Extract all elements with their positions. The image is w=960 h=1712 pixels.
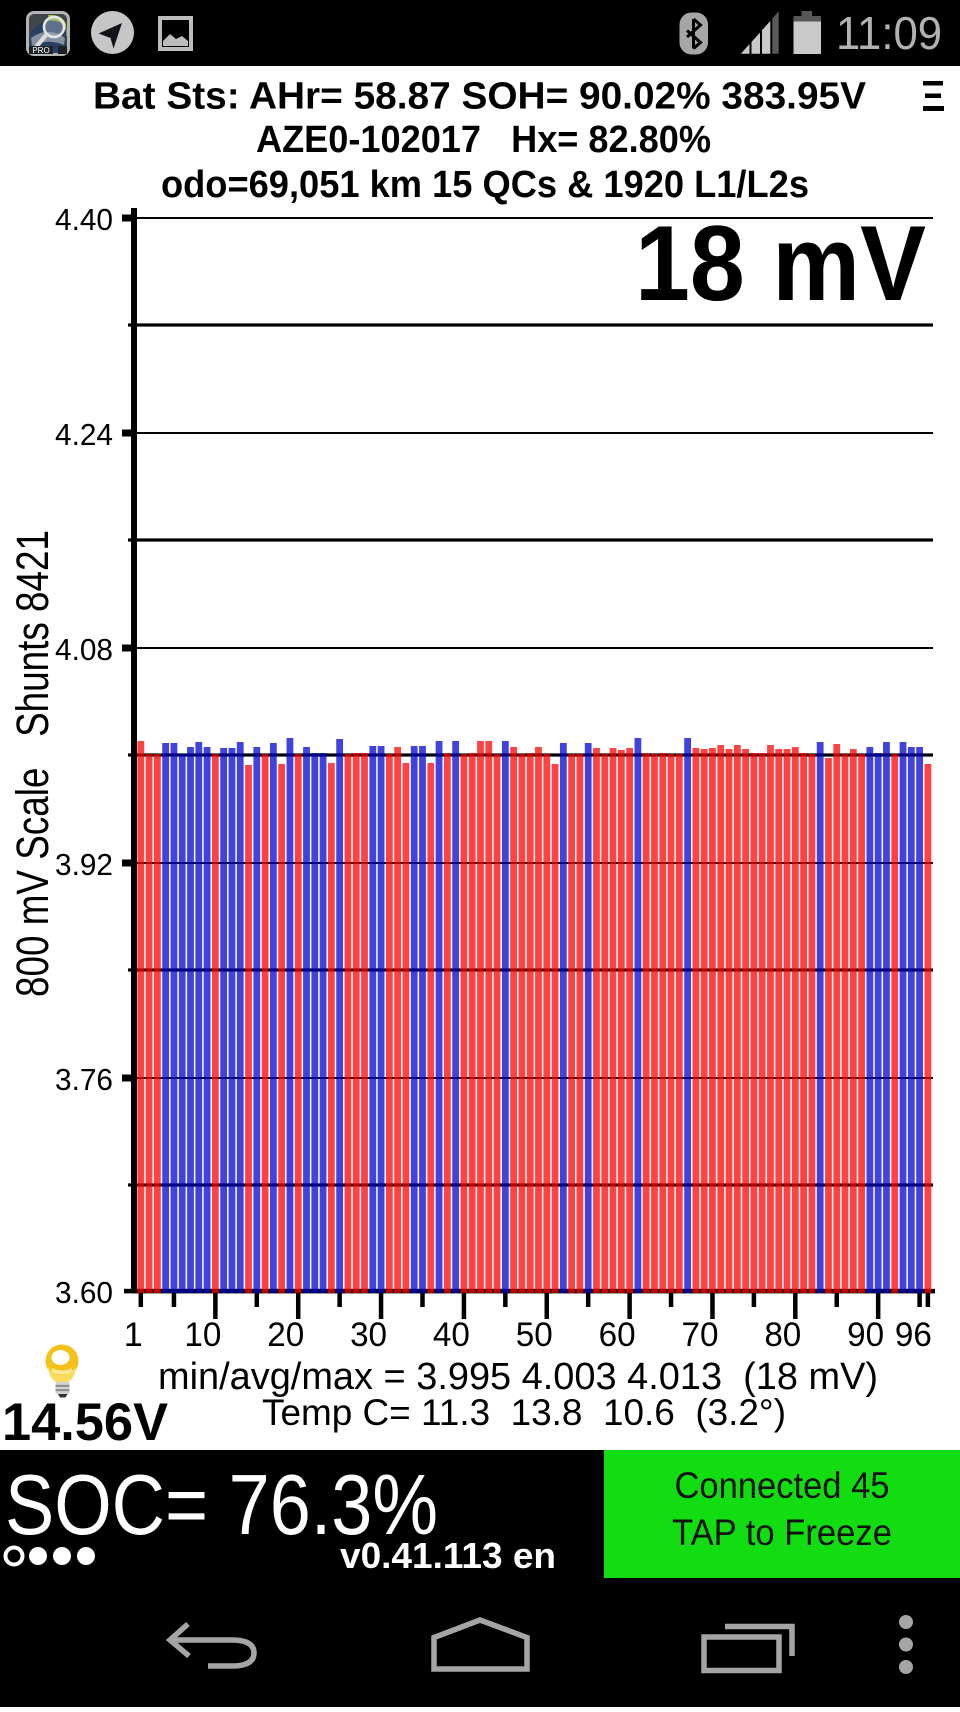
svg-text:11:09: 11:09 — [836, 7, 942, 59]
svg-text:SOC= 76.3%: SOC= 76.3% — [5, 1458, 438, 1553]
svg-text:10: 10 — [184, 1316, 221, 1354]
svg-text:96: 96 — [895, 1316, 932, 1354]
svg-text:60: 60 — [599, 1316, 636, 1354]
svg-text:3.60: 3.60 — [55, 1275, 113, 1310]
svg-text:40: 40 — [433, 1316, 470, 1354]
svg-text:70: 70 — [681, 1316, 718, 1354]
svg-text:50: 50 — [516, 1316, 553, 1354]
svg-text:Temp C= 11.3 13.8 10.6 (3.2: Temp C= 11.3 13.8 10.6 (3.2°) — [262, 1392, 786, 1433]
svg-text:v0.41.113 en: v0.41.113 en — [340, 1535, 556, 1576]
svg-text:PRO: PRO — [32, 46, 49, 55]
svg-text:odo=69,051 km 15 QCs & 1920 L1: odo=69,051 km 15 QCs & 1920 L1/L2s — [161, 164, 809, 206]
svg-text:30: 30 — [350, 1316, 387, 1354]
svg-text:4.24: 4.24 — [55, 417, 113, 452]
svg-text:90: 90 — [847, 1316, 884, 1354]
svg-text:80: 80 — [764, 1316, 801, 1354]
svg-text:3.76: 3.76 — [55, 1062, 113, 1097]
svg-text:AZE0-102017 Hx= 82.80%: AZE0-102017 Hx= 82.80% — [256, 119, 711, 161]
svg-text:800 mV Scale Shunts 8421: 800 mV Scale Shunts 8421 — [7, 530, 58, 997]
svg-text:4.40: 4.40 — [55, 202, 113, 237]
svg-text:18 mV: 18 mV — [635, 203, 926, 323]
svg-text:TAP to Freeze: TAP to Freeze — [672, 1512, 892, 1553]
svg-text:4.08: 4.08 — [55, 632, 113, 667]
svg-text:14.56V: 14.56V — [2, 1393, 168, 1452]
svg-text:20: 20 — [267, 1316, 304, 1354]
svg-text:1: 1 — [124, 1316, 143, 1354]
svg-text:3.92: 3.92 — [55, 847, 113, 882]
svg-text:min/avg/max = 3.995 4.003 4.01: min/avg/max = 3.995 4.003 4.013 (18 mV) — [158, 1356, 878, 1398]
svg-text:Connected 45: Connected 45 — [675, 1465, 890, 1506]
svg-text:Bat Sts: AHr= 58.87 SOH= 90.02: Bat Sts: AHr= 58.87 SOH= 90.02% 383.95V — [93, 76, 867, 118]
